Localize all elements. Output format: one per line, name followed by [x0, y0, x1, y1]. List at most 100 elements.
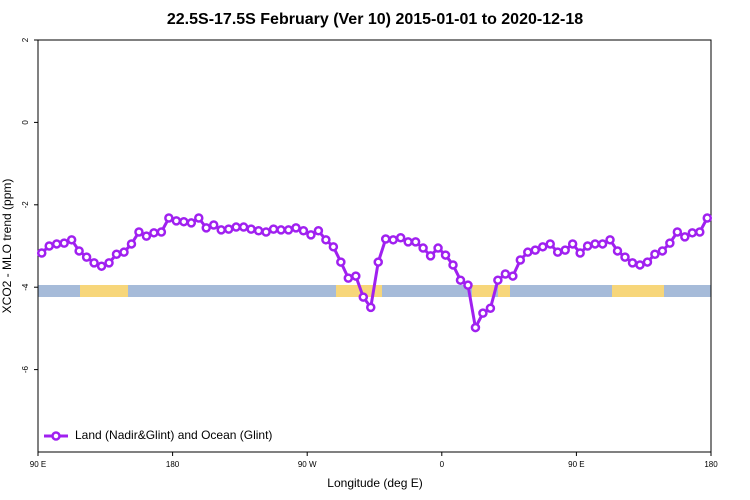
point	[635, 260, 645, 270]
point	[291, 223, 301, 233]
point	[515, 255, 526, 265]
point	[403, 237, 413, 247]
point	[702, 213, 713, 223]
x-tick-label: 90 E	[568, 460, 584, 469]
point	[261, 227, 271, 237]
y-tick-label: 0	[21, 120, 30, 125]
point	[680, 232, 690, 242]
legend-marker	[51, 431, 61, 441]
point	[590, 239, 600, 249]
point	[388, 235, 398, 245]
point	[500, 269, 511, 279]
y-axis-label: XCO2 - MLO trend (ppm)	[0, 179, 14, 314]
point	[567, 239, 578, 249]
point	[328, 242, 339, 252]
point	[657, 246, 668, 256]
point	[366, 302, 376, 313]
point	[246, 224, 256, 234]
y-tick-label: -4	[21, 283, 30, 291]
point	[478, 308, 488, 318]
x-tick-label: 0	[440, 460, 445, 469]
point	[164, 213, 174, 223]
point	[351, 271, 361, 281]
point	[96, 261, 107, 271]
point	[650, 249, 660, 259]
point	[141, 231, 152, 241]
point	[51, 239, 62, 249]
point	[134, 227, 144, 237]
land-band	[80, 285, 128, 297]
point	[238, 222, 249, 232]
x-axis-label: Longitude (deg E)	[327, 476, 422, 490]
plot-frame	[37, 39, 712, 453]
point	[306, 230, 316, 240]
point	[508, 271, 518, 281]
land-band	[498, 285, 510, 297]
chart-title: 22.5S-17.5S February (Ver 10) 2015-01-01…	[167, 11, 583, 28]
legend-label: Land (Nadir&Glint) and Ocean (Glint)	[75, 428, 272, 442]
point	[560, 245, 570, 255]
point	[523, 247, 533, 257]
point	[194, 213, 204, 223]
point	[276, 225, 286, 235]
point	[358, 292, 369, 302]
point	[395, 233, 406, 243]
point	[530, 245, 541, 255]
point	[336, 257, 346, 267]
point	[425, 251, 436, 261]
land-band	[472, 285, 494, 297]
point	[493, 275, 503, 285]
point	[298, 226, 309, 236]
point	[313, 226, 324, 236]
point	[179, 216, 189, 227]
point	[208, 220, 219, 230]
point	[620, 252, 630, 262]
point	[216, 225, 226, 235]
point	[104, 258, 114, 268]
land-band	[336, 285, 382, 297]
point	[448, 260, 458, 270]
point	[268, 224, 279, 234]
x-tick-label: 90 E	[30, 460, 46, 469]
point	[485, 303, 496, 313]
point	[605, 235, 615, 245]
point	[672, 227, 683, 237]
point	[433, 243, 443, 253]
point	[665, 238, 675, 248]
point	[81, 252, 92, 262]
x-tick-label: 180	[166, 460, 180, 469]
point	[253, 226, 264, 236]
x-tick-label: 180	[704, 460, 718, 469]
point	[44, 241, 54, 251]
point	[321, 235, 331, 245]
point	[463, 280, 473, 290]
point	[470, 322, 481, 333]
point	[455, 275, 466, 285]
point	[687, 228, 698, 238]
y-tick-label: -6	[21, 365, 30, 373]
point	[74, 246, 84, 256]
point	[231, 222, 241, 232]
point	[410, 237, 421, 247]
point	[111, 249, 122, 259]
point	[89, 258, 99, 268]
point	[126, 239, 137, 249]
point	[612, 246, 623, 256]
point	[186, 218, 197, 228]
point	[597, 239, 608, 249]
point	[545, 239, 555, 249]
point	[642, 257, 653, 267]
y-tick-label: -2	[21, 201, 30, 209]
point	[380, 234, 391, 244]
point	[119, 247, 129, 257]
point	[283, 225, 294, 235]
x-tick-label: 90 W	[298, 460, 317, 469]
y-tick-label: 2	[21, 37, 30, 42]
point	[223, 224, 234, 234]
point	[695, 227, 705, 237]
point	[627, 258, 638, 268]
point	[418, 243, 428, 253]
point	[373, 257, 383, 267]
point	[66, 235, 77, 245]
